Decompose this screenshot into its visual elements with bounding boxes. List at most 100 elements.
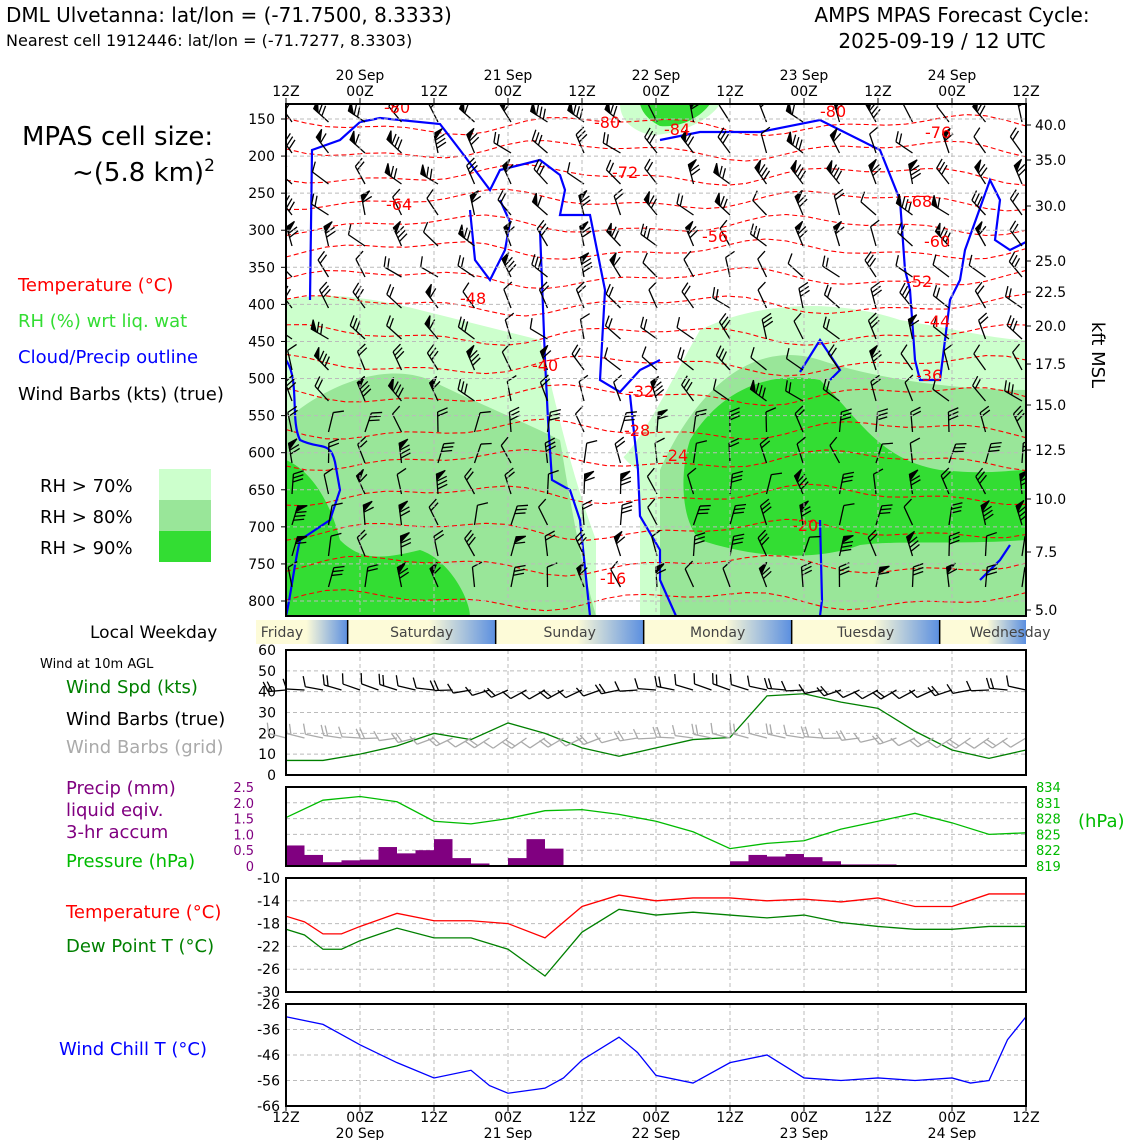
- rh-blank-notch: [540, 340, 640, 616]
- wind-barb: [793, 312, 804, 340]
- wind-barb: [347, 104, 366, 123]
- wind-barb: [897, 222, 913, 247]
- barb-flag: [841, 534, 854, 544]
- barb-staff: [675, 734, 694, 739]
- wind-barb: [760, 126, 771, 154]
- barb-feather: [302, 676, 306, 687]
- barb-flag: [424, 315, 431, 330]
- barb-feather: [796, 436, 806, 445]
- windchill-panel: -26-36-46-56-66: [257, 997, 1027, 1115]
- barb-feather: [882, 442, 893, 445]
- wind-barb: [605, 283, 621, 309]
- temperature-label: -76: [925, 123, 951, 142]
- pressure-y-tick: 822: [1036, 844, 1061, 859]
- wind-barb-grid: [266, 722, 287, 739]
- wind-barb-grid: [818, 728, 842, 740]
- wind-barb-grid: [964, 737, 990, 749]
- barb-staff: [500, 445, 512, 464]
- barb-feather: [464, 467, 472, 478]
- wind-barb: [1013, 158, 1026, 185]
- barb-feather: [798, 684, 806, 694]
- wind-barb: [420, 164, 439, 185]
- wind-barb: [684, 560, 695, 588]
- dewpoint-label: Dew Point T (°C): [66, 936, 214, 957]
- pressure-unit: (hPa): [1078, 811, 1125, 832]
- wind-barb: [433, 128, 447, 154]
- wind-barb: [473, 502, 489, 526]
- wind-barb: [946, 562, 958, 588]
- barb-feather: [352, 317, 358, 329]
- barb-feather: [1023, 439, 1026, 444]
- barb-feather: [731, 478, 742, 483]
- barb-staff: [693, 733, 712, 739]
- cross-section-panel: -80-80 -84-80-76-72-64 -68-56 -60-52-48-44-…: [248, 103, 1108, 619]
- barb-feather: [835, 170, 843, 181]
- top-hour-tick: 00Z: [938, 84, 965, 100]
- wind-barbs-true-label: Wind Barbs (true): [66, 709, 225, 730]
- barb-flag: [790, 159, 797, 175]
- temperature-contour: [286, 323, 1026, 346]
- barb-feather: [292, 478, 304, 483]
- barb-feather: [461, 318, 466, 330]
- wind-y-tick: 50: [258, 664, 276, 680]
- barb-feather: [691, 723, 695, 735]
- pressure-axis: 1502002503003504004505005506006507007508…: [248, 112, 286, 610]
- temperature-contour: [286, 188, 1026, 212]
- wind-barb: [968, 254, 986, 278]
- wind-barb: [829, 436, 841, 464]
- barb-staff: [530, 328, 548, 340]
- barb-feather: [732, 470, 743, 475]
- barb-staff: [640, 233, 658, 247]
- barb-feather: [441, 449, 453, 453]
- barb-feather: [762, 316, 773, 324]
- wind-barb-grid: [502, 737, 527, 749]
- barb-feather: [760, 104, 769, 108]
- wind-barb: [386, 284, 402, 309]
- barb-staff: [637, 737, 657, 740]
- weekday-band: [939, 620, 1026, 644]
- barb-feather: [715, 289, 719, 300]
- barb-flag: [907, 314, 918, 327]
- barb-feather: [314, 195, 318, 207]
- temperature-contour: [286, 114, 1026, 137]
- barb-staff: [327, 412, 334, 433]
- barb-staff: [610, 569, 622, 588]
- barb-feather: [469, 350, 478, 359]
- rh-legend-80: RH > 80%: [40, 507, 133, 528]
- barb-flag: [398, 438, 409, 451]
- wind-barb-true: [465, 686, 490, 697]
- barb-feather: [797, 226, 807, 235]
- barb-staff: [750, 356, 767, 371]
- barb-staff: [538, 506, 549, 526]
- cloud-outline-center: [538, 229, 592, 616]
- wind-barb: [714, 192, 731, 216]
- barb-staff: [1009, 136, 1023, 154]
- barb-feather: [676, 193, 680, 204]
- precip-y-tick: 0.5: [233, 844, 254, 859]
- barb-staff: [676, 203, 694, 216]
- barb-staff: [757, 289, 768, 309]
- top-hour-tick: 12Z: [272, 84, 299, 100]
- wind-barb: [932, 378, 950, 402]
- barb-feather: [799, 170, 807, 181]
- windchill-y-tick: -26: [257, 997, 280, 1013]
- barb-feather: [839, 570, 850, 576]
- barb-feather: [718, 348, 725, 359]
- barb-feather: [760, 167, 768, 177]
- windchill-line: [285, 1016, 1027, 1094]
- cloud-outline-mid: [628, 394, 678, 616]
- barb-feather: [931, 685, 940, 695]
- barb-feather: [833, 167, 840, 178]
- weekday-name: Friday: [261, 625, 303, 641]
- barb-feather: [634, 678, 639, 689]
- barb-feather: [787, 253, 793, 264]
- barb-feather: [681, 375, 688, 386]
- wind-barb-true: [712, 673, 731, 691]
- barb-staff: [323, 734, 342, 739]
- wind-barb-true: [322, 674, 342, 691]
- barb-feather: [879, 511, 891, 515]
- barb-feather: [732, 537, 744, 541]
- barb-feather: [728, 437, 740, 444]
- wind-barb: [291, 504, 308, 526]
